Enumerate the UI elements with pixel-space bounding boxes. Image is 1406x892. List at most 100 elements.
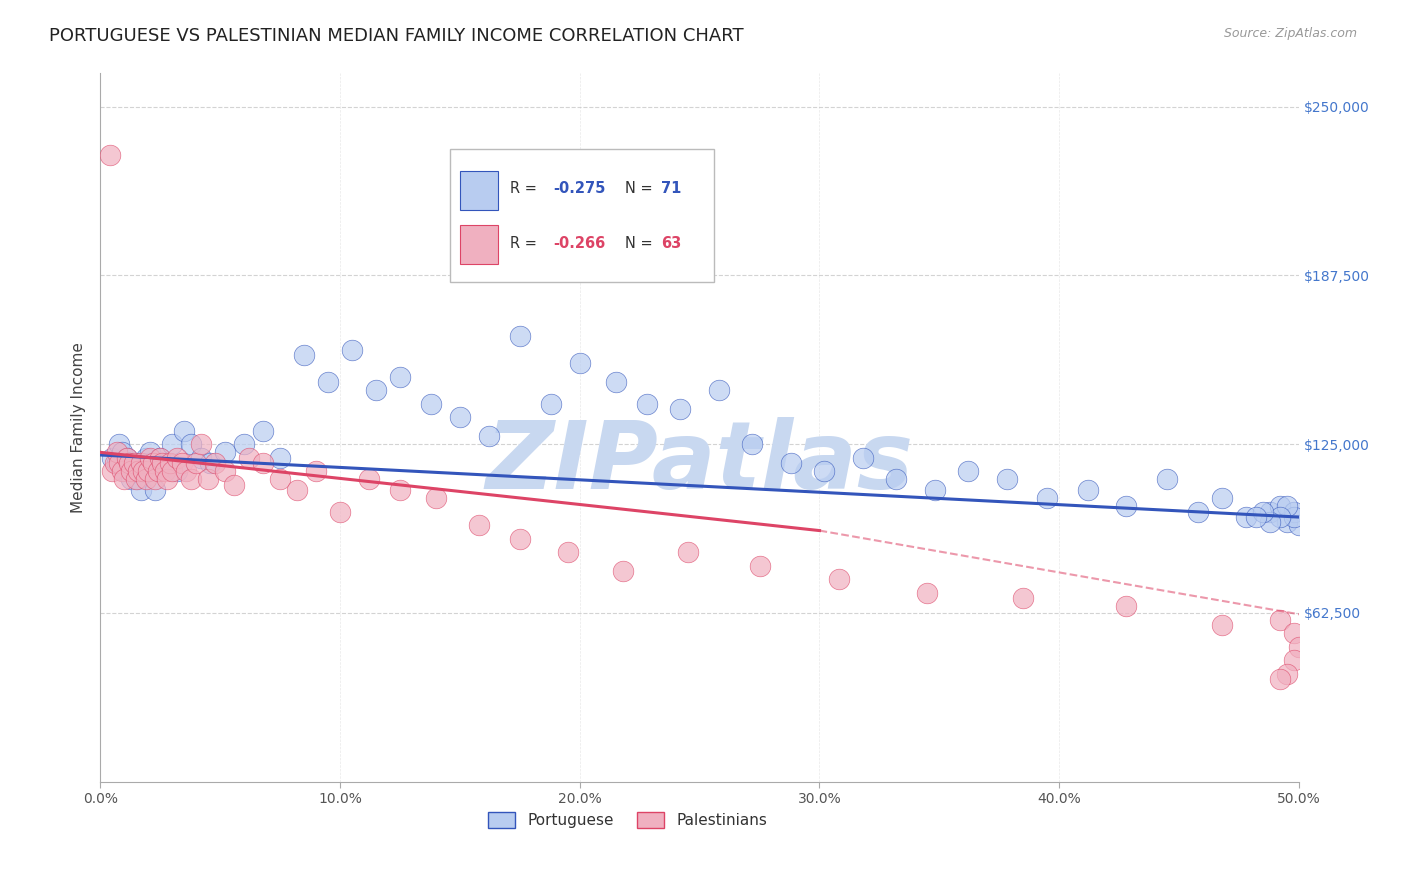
Point bbox=[364, 383, 387, 397]
Point bbox=[1288, 640, 1310, 654]
Point bbox=[707, 383, 730, 397]
Point bbox=[669, 402, 692, 417]
Point bbox=[132, 464, 155, 478]
Point bbox=[1115, 500, 1137, 514]
Point bbox=[1077, 483, 1099, 497]
Point bbox=[1211, 618, 1233, 632]
Point bbox=[1284, 505, 1306, 519]
Point bbox=[1012, 591, 1035, 605]
Point bbox=[156, 472, 179, 486]
Point bbox=[112, 472, 135, 486]
Point bbox=[129, 456, 152, 470]
Bar bbox=[460, 170, 498, 210]
Point bbox=[143, 483, 166, 497]
Point bbox=[101, 450, 124, 465]
Point bbox=[329, 505, 352, 519]
Text: N =: N = bbox=[626, 235, 658, 251]
Point bbox=[305, 464, 328, 478]
Point bbox=[129, 483, 152, 497]
Point bbox=[1288, 518, 1310, 533]
Text: -0.266: -0.266 bbox=[554, 235, 606, 251]
Text: R =: R = bbox=[510, 235, 541, 251]
Point bbox=[214, 445, 236, 459]
Point bbox=[176, 464, 198, 478]
Point bbox=[170, 456, 193, 470]
Point bbox=[1275, 500, 1298, 514]
Point bbox=[149, 450, 172, 465]
Point bbox=[1258, 505, 1281, 519]
Point bbox=[1234, 510, 1257, 524]
Point bbox=[636, 397, 658, 411]
Point bbox=[852, 450, 875, 465]
Point bbox=[98, 148, 121, 162]
Point bbox=[1036, 491, 1059, 506]
Point bbox=[115, 450, 138, 465]
Point bbox=[112, 464, 135, 478]
Point bbox=[568, 356, 591, 370]
Point bbox=[1211, 491, 1233, 506]
Point bbox=[1284, 510, 1306, 524]
Point bbox=[357, 472, 380, 486]
Point bbox=[139, 445, 162, 459]
Point bbox=[779, 456, 801, 470]
Point bbox=[128, 472, 150, 486]
Point bbox=[118, 456, 141, 470]
Point bbox=[269, 472, 291, 486]
Point bbox=[135, 472, 157, 486]
Point bbox=[884, 472, 907, 486]
Point bbox=[190, 450, 212, 465]
Point bbox=[136, 464, 159, 478]
Point bbox=[139, 450, 162, 465]
Point bbox=[388, 369, 411, 384]
Point bbox=[180, 437, 202, 451]
Bar bbox=[460, 226, 498, 264]
Point bbox=[160, 437, 183, 451]
Point bbox=[1268, 500, 1291, 514]
Point bbox=[152, 456, 174, 470]
Point bbox=[676, 545, 699, 559]
Point bbox=[388, 483, 411, 497]
Point bbox=[924, 483, 946, 497]
Point bbox=[108, 437, 131, 451]
Point bbox=[1251, 505, 1274, 519]
Point bbox=[540, 397, 562, 411]
Point bbox=[1115, 599, 1137, 614]
Point bbox=[425, 491, 447, 506]
Point bbox=[1275, 516, 1298, 530]
Point bbox=[125, 472, 148, 486]
Point bbox=[420, 397, 443, 411]
Point bbox=[118, 456, 141, 470]
Point bbox=[111, 464, 134, 478]
Point bbox=[957, 464, 980, 478]
Point bbox=[156, 456, 179, 470]
Point bbox=[105, 456, 128, 470]
Point bbox=[120, 472, 142, 486]
Point bbox=[200, 456, 222, 470]
Point bbox=[1156, 472, 1178, 486]
Point bbox=[173, 424, 195, 438]
Point bbox=[995, 472, 1018, 486]
Point bbox=[120, 464, 142, 478]
Text: N =: N = bbox=[626, 181, 658, 196]
Text: PORTUGUESE VS PALESTINIAN MEDIAN FAMILY INCOME CORRELATION CHART: PORTUGUESE VS PALESTINIAN MEDIAN FAMILY … bbox=[49, 27, 744, 45]
Point bbox=[813, 464, 835, 478]
Point bbox=[132, 464, 155, 478]
FancyBboxPatch shape bbox=[450, 149, 714, 282]
Point bbox=[468, 518, 491, 533]
Point bbox=[101, 464, 124, 478]
Point bbox=[166, 464, 188, 478]
Point bbox=[1268, 672, 1291, 686]
Point bbox=[146, 464, 169, 478]
Point bbox=[111, 445, 134, 459]
Point bbox=[197, 472, 219, 486]
Point bbox=[1284, 626, 1306, 640]
Point bbox=[159, 456, 181, 470]
Point bbox=[252, 456, 274, 470]
Point bbox=[741, 437, 763, 451]
Point bbox=[153, 464, 176, 478]
Point bbox=[122, 456, 145, 470]
Text: 71: 71 bbox=[661, 181, 682, 196]
Point bbox=[748, 558, 770, 573]
Point bbox=[827, 572, 849, 586]
Point bbox=[128, 464, 150, 478]
